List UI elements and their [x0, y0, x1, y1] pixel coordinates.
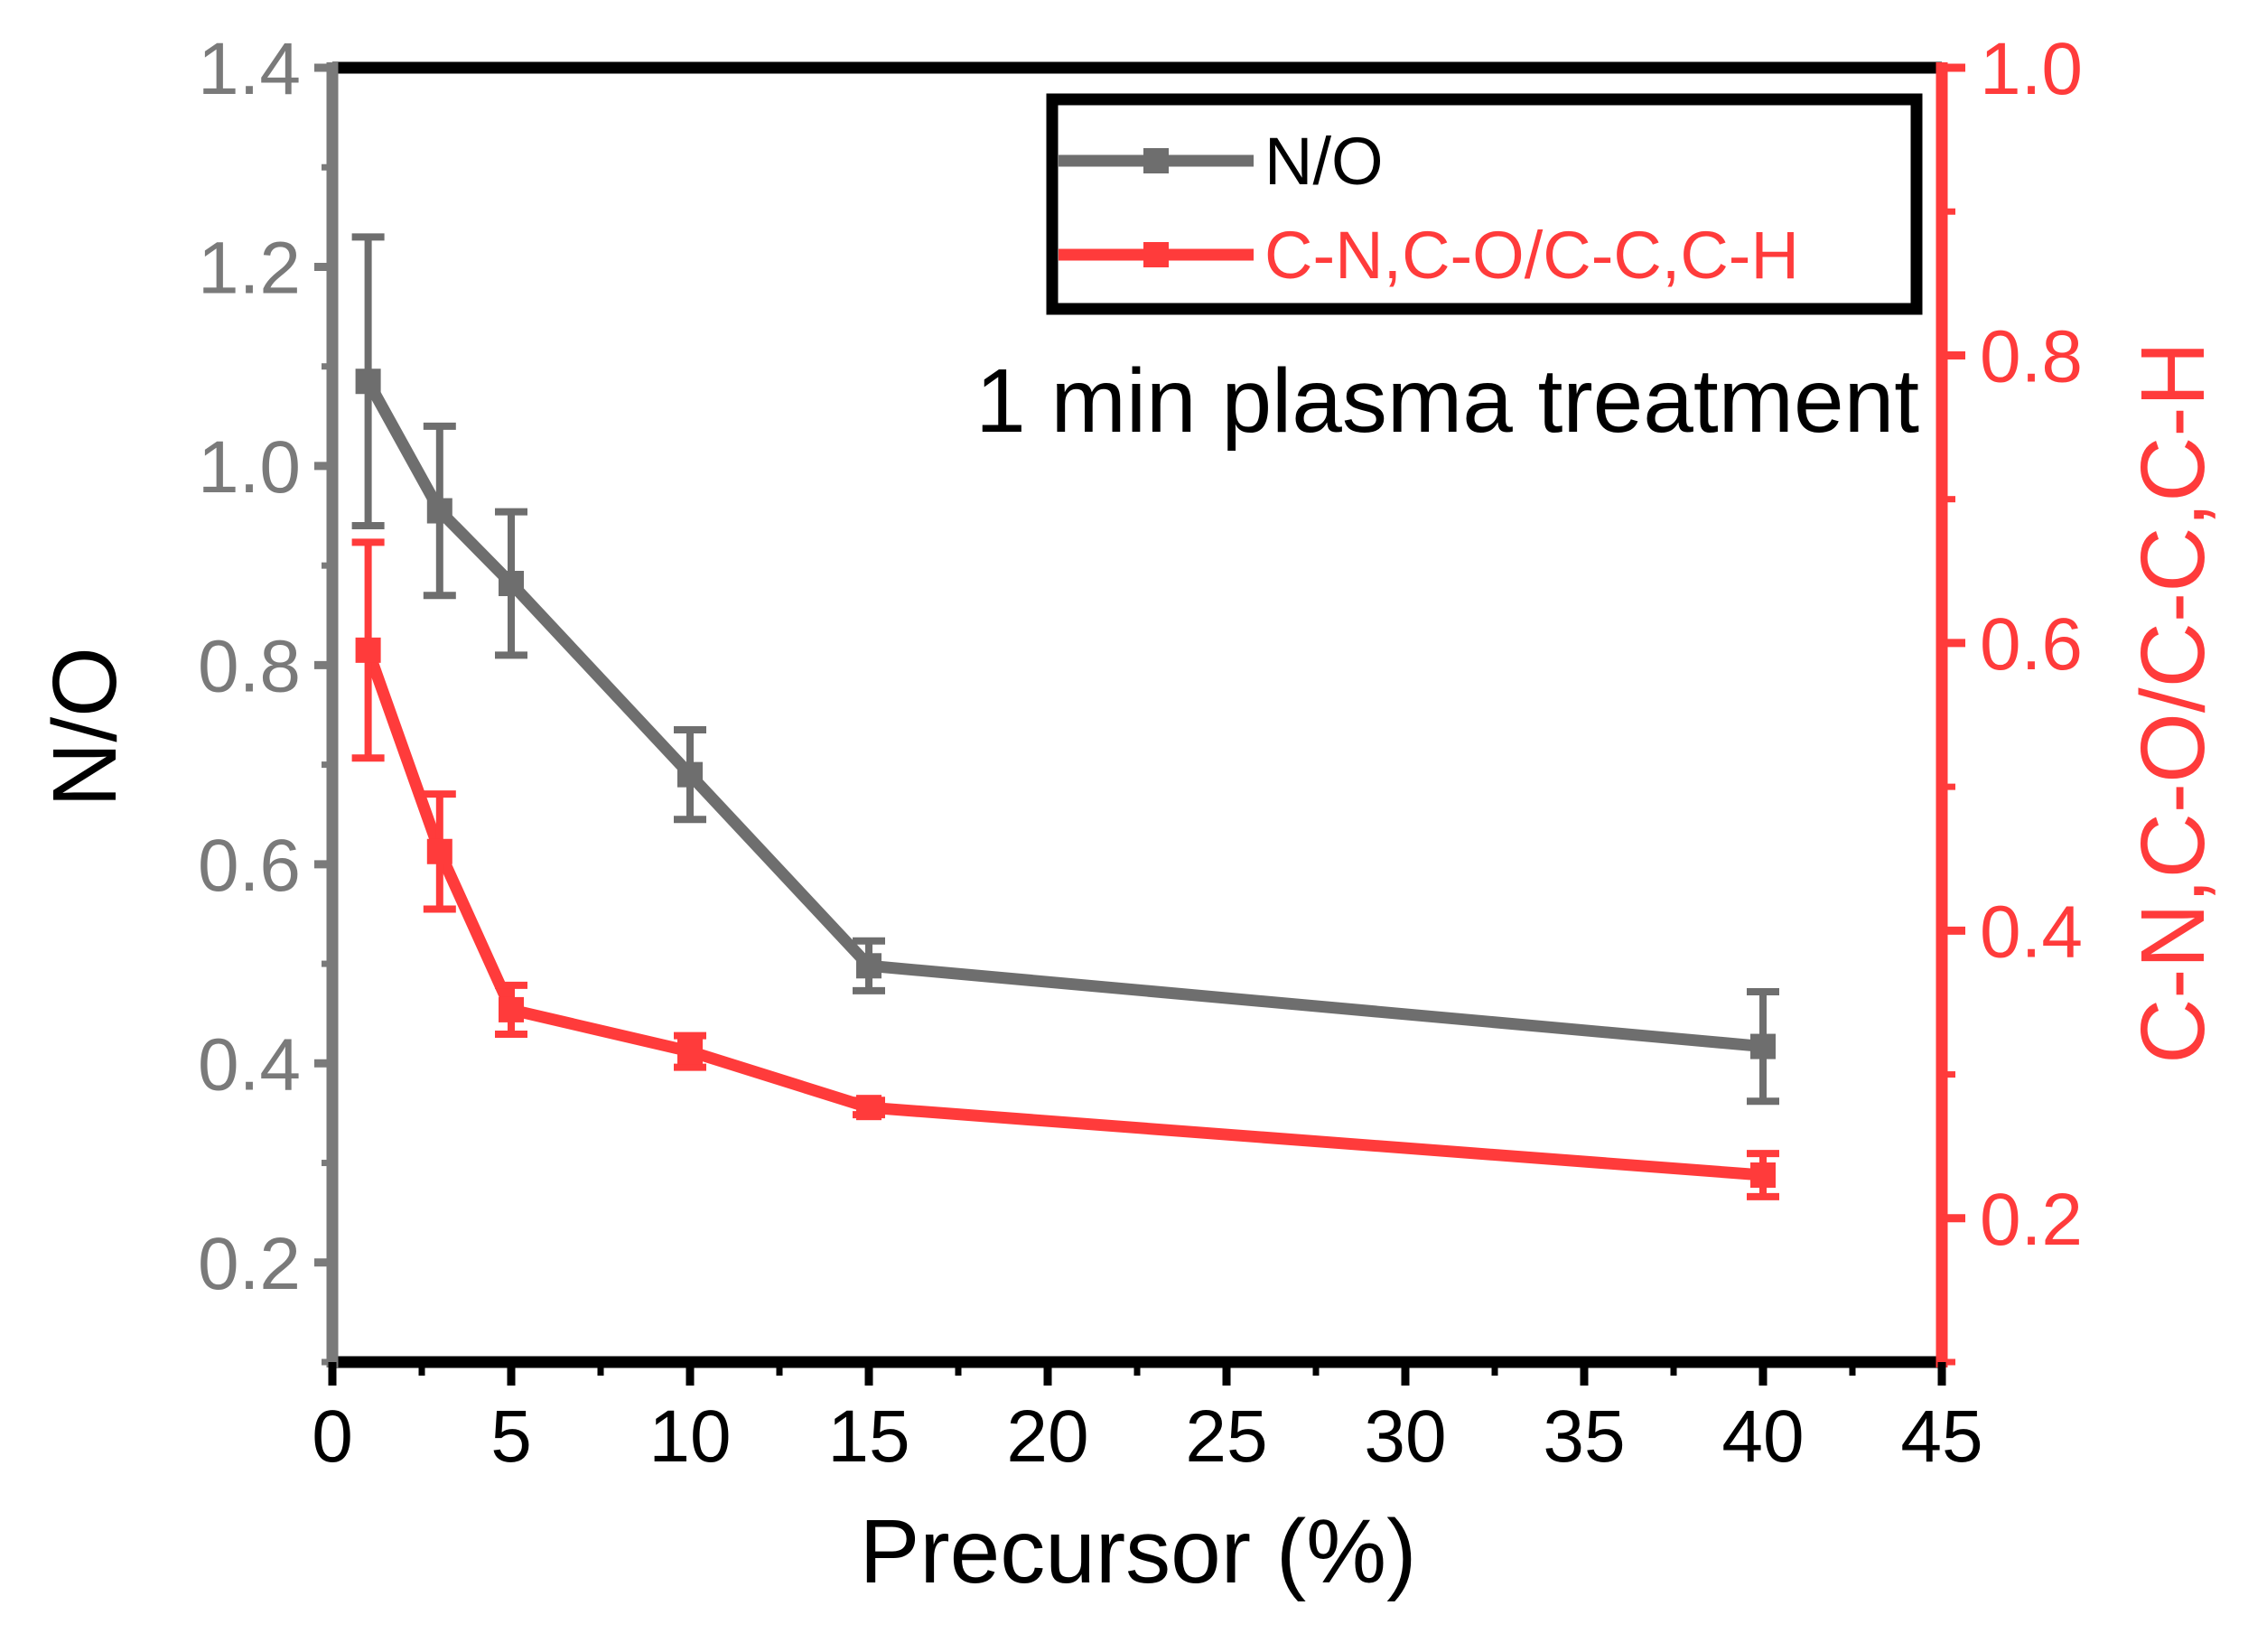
x-tick-label: 35	[1543, 1395, 1625, 1478]
right-y-axis-ticks: 0.2 0.4 0.6 0.8 1.0	[1942, 28, 2083, 1261]
legend-label-cn-co: C-N,C-O/C-C,C-H	[1264, 218, 1799, 293]
right-y-axis-title: C-N,C-O/C-C,C-H	[2122, 341, 2224, 1064]
x-tick-label: 45	[1900, 1395, 1982, 1478]
x-tick-label: 20	[1006, 1395, 1088, 1478]
right-y-tick-label: 1.0	[1980, 28, 2083, 110]
x-tick-label: 10	[648, 1395, 731, 1478]
x-axis-title: Precursor (%)	[860, 1501, 1417, 1602]
right-y-tick-label: 0.8	[1980, 315, 2083, 397]
x-tick-label: 30	[1364, 1395, 1446, 1478]
left-y-axis-ticks: 0.2 0.4 0.6 0.8 1.0 1.2 1.4	[198, 28, 332, 1305]
legend-marker-cn-co	[1143, 242, 1169, 267]
left-y-tick-label: 1.2	[198, 227, 301, 309]
x-tick-label: 25	[1185, 1395, 1267, 1478]
left-y-tick-label: 0.2	[198, 1223, 301, 1305]
legend-label-no: N/O	[1264, 124, 1384, 199]
legend-box	[1046, 93, 1923, 315]
data-point	[677, 1039, 703, 1065]
plot-annotation: 1 min plasma treatment	[975, 350, 1919, 452]
legend-marker-no	[1143, 148, 1169, 173]
data-point	[355, 369, 381, 395]
series-layer	[351, 233, 1779, 1200]
data-point	[355, 637, 381, 663]
data-point	[677, 761, 703, 788]
series-line	[362, 378, 1764, 1053]
x-tick-label: 40	[1721, 1395, 1804, 1478]
x-tick-label: 0	[312, 1395, 353, 1478]
left-y-tick-label: 0.6	[198, 825, 301, 907]
series-0	[351, 233, 1779, 1106]
right-y-tick-label: 0.2	[1980, 1179, 2083, 1261]
data-point	[1750, 1033, 1776, 1059]
right-y-tick-label: 0.6	[1980, 603, 2083, 686]
series-line	[362, 648, 1764, 1181]
data-point	[499, 996, 524, 1022]
data-point	[499, 570, 524, 596]
left-y-tick-label: 0.8	[198, 625, 301, 707]
left-y-tick-label: 1.0	[198, 426, 301, 509]
left-y-axis-title: N/O	[34, 647, 135, 807]
data-point	[1750, 1162, 1776, 1189]
x-tick-label: 5	[490, 1395, 532, 1478]
data-point	[426, 498, 452, 524]
left-y-tick-label: 1.4	[198, 28, 301, 110]
data-point	[856, 1095, 881, 1121]
left-y-tick-label: 0.4	[198, 1023, 301, 1106]
series-1	[351, 538, 1779, 1200]
data-point	[426, 838, 452, 864]
plot-frame	[326, 61, 1948, 1368]
data-point	[856, 953, 881, 979]
legend: N/O C-N,C-O/C-C,C-H	[1046, 93, 1923, 315]
x-tick-label: 15	[827, 1395, 909, 1478]
right-y-tick-label: 0.4	[1980, 891, 2083, 973]
x-axis-ticks: 0 5 10 15 20 25 30 35 40 45	[312, 1362, 1983, 1478]
